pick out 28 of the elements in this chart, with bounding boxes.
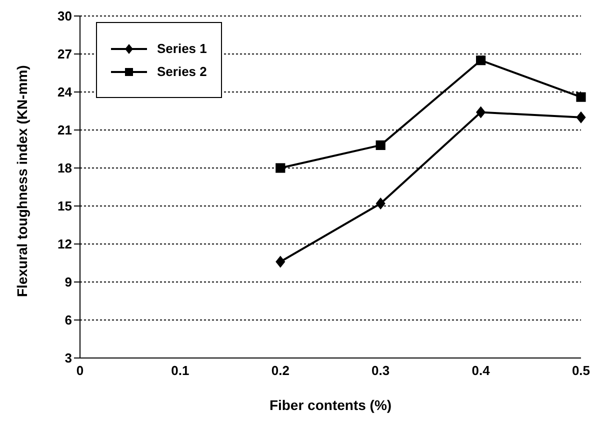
point bbox=[276, 163, 286, 173]
x-tick-label: 0.2 bbox=[271, 363, 290, 378]
y-tick-label: 3 bbox=[64, 350, 72, 366]
y-tick-label: 15 bbox=[58, 198, 72, 214]
y-axis-title: Flexural toughness index (KN-mm) bbox=[14, 65, 30, 297]
x-tick-label: 0 bbox=[76, 363, 84, 378]
y-tick-label: 12 bbox=[58, 236, 72, 252]
y-tick-label: 18 bbox=[58, 160, 72, 176]
y-tick-label: 30 bbox=[58, 8, 72, 24]
x-tick-label: 0.4 bbox=[472, 363, 491, 378]
point bbox=[376, 197, 386, 210]
y-tick-label: 21 bbox=[58, 122, 72, 138]
x-tick-label: 0.5 bbox=[572, 363, 590, 378]
y-tick-label: 27 bbox=[58, 46, 72, 62]
legend-label: Series 2 bbox=[157, 64, 207, 79]
legend-label: Series 1 bbox=[157, 41, 207, 56]
point bbox=[476, 106, 486, 118]
y-tick-label: 9 bbox=[64, 274, 72, 290]
y-tick-label: 6 bbox=[64, 312, 72, 328]
point bbox=[576, 111, 586, 124]
point bbox=[276, 256, 286, 268]
x-tick-label: 0.3 bbox=[372, 363, 390, 378]
x-axis-title: Fiber contents (%) bbox=[269, 397, 392, 413]
x-tick-label: 0.1 bbox=[171, 363, 190, 378]
point bbox=[476, 56, 486, 66]
point bbox=[376, 140, 386, 150]
y-tick-label: 24 bbox=[58, 84, 73, 100]
point bbox=[576, 92, 586, 102]
